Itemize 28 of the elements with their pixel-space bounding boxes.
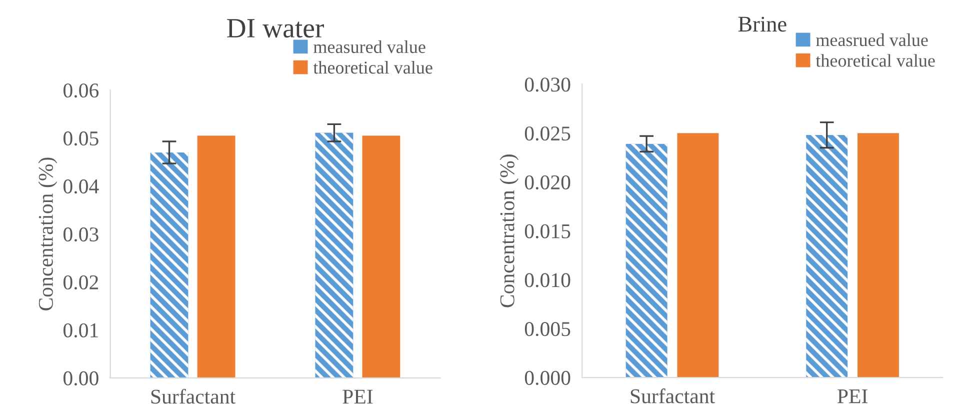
y-tick-label: 0.005 xyxy=(524,322,570,336)
y-tick-label: 0.010 xyxy=(524,273,570,288)
y-tick-label: 0.030 xyxy=(524,78,570,92)
chart-title: Brine xyxy=(738,16,786,32)
legend-label: measured value xyxy=(314,40,426,54)
y-tick-label: 0.01 xyxy=(64,323,98,338)
y-axis-title: Concentration (%) xyxy=(38,158,58,310)
bar xyxy=(362,136,400,378)
chart-title: DI water xyxy=(227,19,324,38)
x-tick-label: PEI xyxy=(342,390,373,404)
x-tick-label: PEI xyxy=(838,389,868,404)
y-tick-label: 0.06 xyxy=(64,83,99,98)
y-tick-label: 0.02 xyxy=(64,275,98,290)
y-tick-label: 0.03 xyxy=(64,227,98,242)
y-tick-label: 0.015 xyxy=(524,224,570,238)
legend-label: measrued value xyxy=(816,33,928,46)
y-axis-title: Concentration (%) xyxy=(500,154,519,308)
bar xyxy=(197,136,236,378)
y-tick-label: 0.000 xyxy=(524,370,570,386)
y-tick-label: 0.025 xyxy=(524,126,570,141)
x-tick-label: Surfactant xyxy=(630,388,715,404)
legend-label: theoretical value xyxy=(816,54,935,67)
y-tick-label: 0.04 xyxy=(64,179,99,194)
y-tick-label: 0.00 xyxy=(64,371,98,386)
x-tick-label: Surfactant xyxy=(151,388,236,404)
legend-label: theoretical value xyxy=(313,61,432,74)
y-tick-label: 0.05 xyxy=(64,131,98,146)
y-tick-label: 0.020 xyxy=(524,175,570,190)
